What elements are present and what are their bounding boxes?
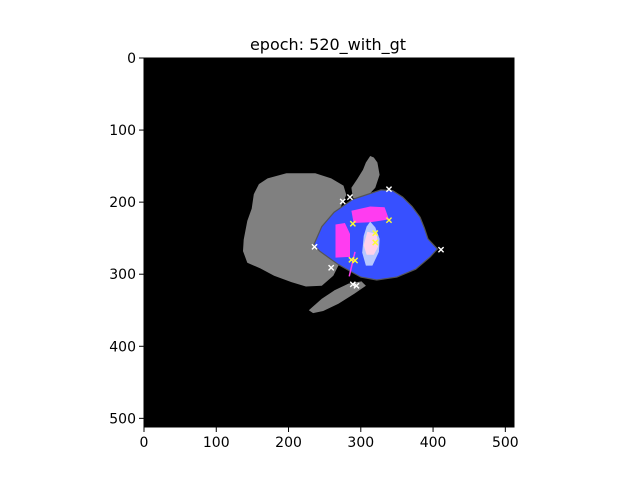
region-gray-lobe-top [351, 156, 380, 200]
marker-yellow [351, 257, 359, 264]
marker-white [328, 264, 335, 271]
marker-yellow [372, 239, 379, 246]
y-tick-label: 0 [127, 51, 136, 67]
region-magenta-rect-left [335, 223, 350, 258]
marker-white [385, 186, 393, 193]
region-pink-region [363, 231, 379, 255]
marker-yellow [349, 220, 356, 227]
x-tick-label: 500 [492, 435, 519, 451]
marker-white [353, 282, 360, 289]
y-tick-label: 400 [109, 339, 136, 355]
x-tick-label: 0 [140, 435, 149, 451]
region-gray-mass-left [243, 173, 347, 287]
chart-title: epoch: 520_with_gt [250, 35, 406, 55]
marker-white [346, 194, 354, 201]
marker-white [311, 243, 318, 250]
marker-white [437, 246, 445, 253]
x-tick-label: 200 [275, 435, 302, 451]
y-tick-label: 300 [109, 267, 136, 283]
y-axis: 0 100 200 300 400 500 [109, 51, 144, 427]
marker-white [339, 198, 346, 205]
marker-yellow [385, 217, 393, 224]
landmark-markers [311, 186, 445, 289]
x-tick-label: 400 [420, 435, 447, 451]
marker-white [349, 281, 356, 288]
region-magenta-rect-upper [351, 206, 389, 223]
y-tick-label: 200 [109, 195, 136, 211]
x-tick-label: 300 [347, 435, 374, 451]
axes-frame [143, 57, 515, 428]
y-tick-label: 500 [109, 411, 136, 427]
x-axis: 0 100 200 300 400 500 [140, 427, 519, 451]
x-tick-label: 100 [203, 435, 230, 451]
y-tick-label: 100 [109, 123, 136, 139]
region-outline [313, 189, 439, 281]
region-gray-tail-bottom [308, 281, 366, 314]
marker-yellow [372, 230, 379, 237]
magenta-line [348, 251, 356, 277]
segmentation-regions [243, 156, 439, 314]
